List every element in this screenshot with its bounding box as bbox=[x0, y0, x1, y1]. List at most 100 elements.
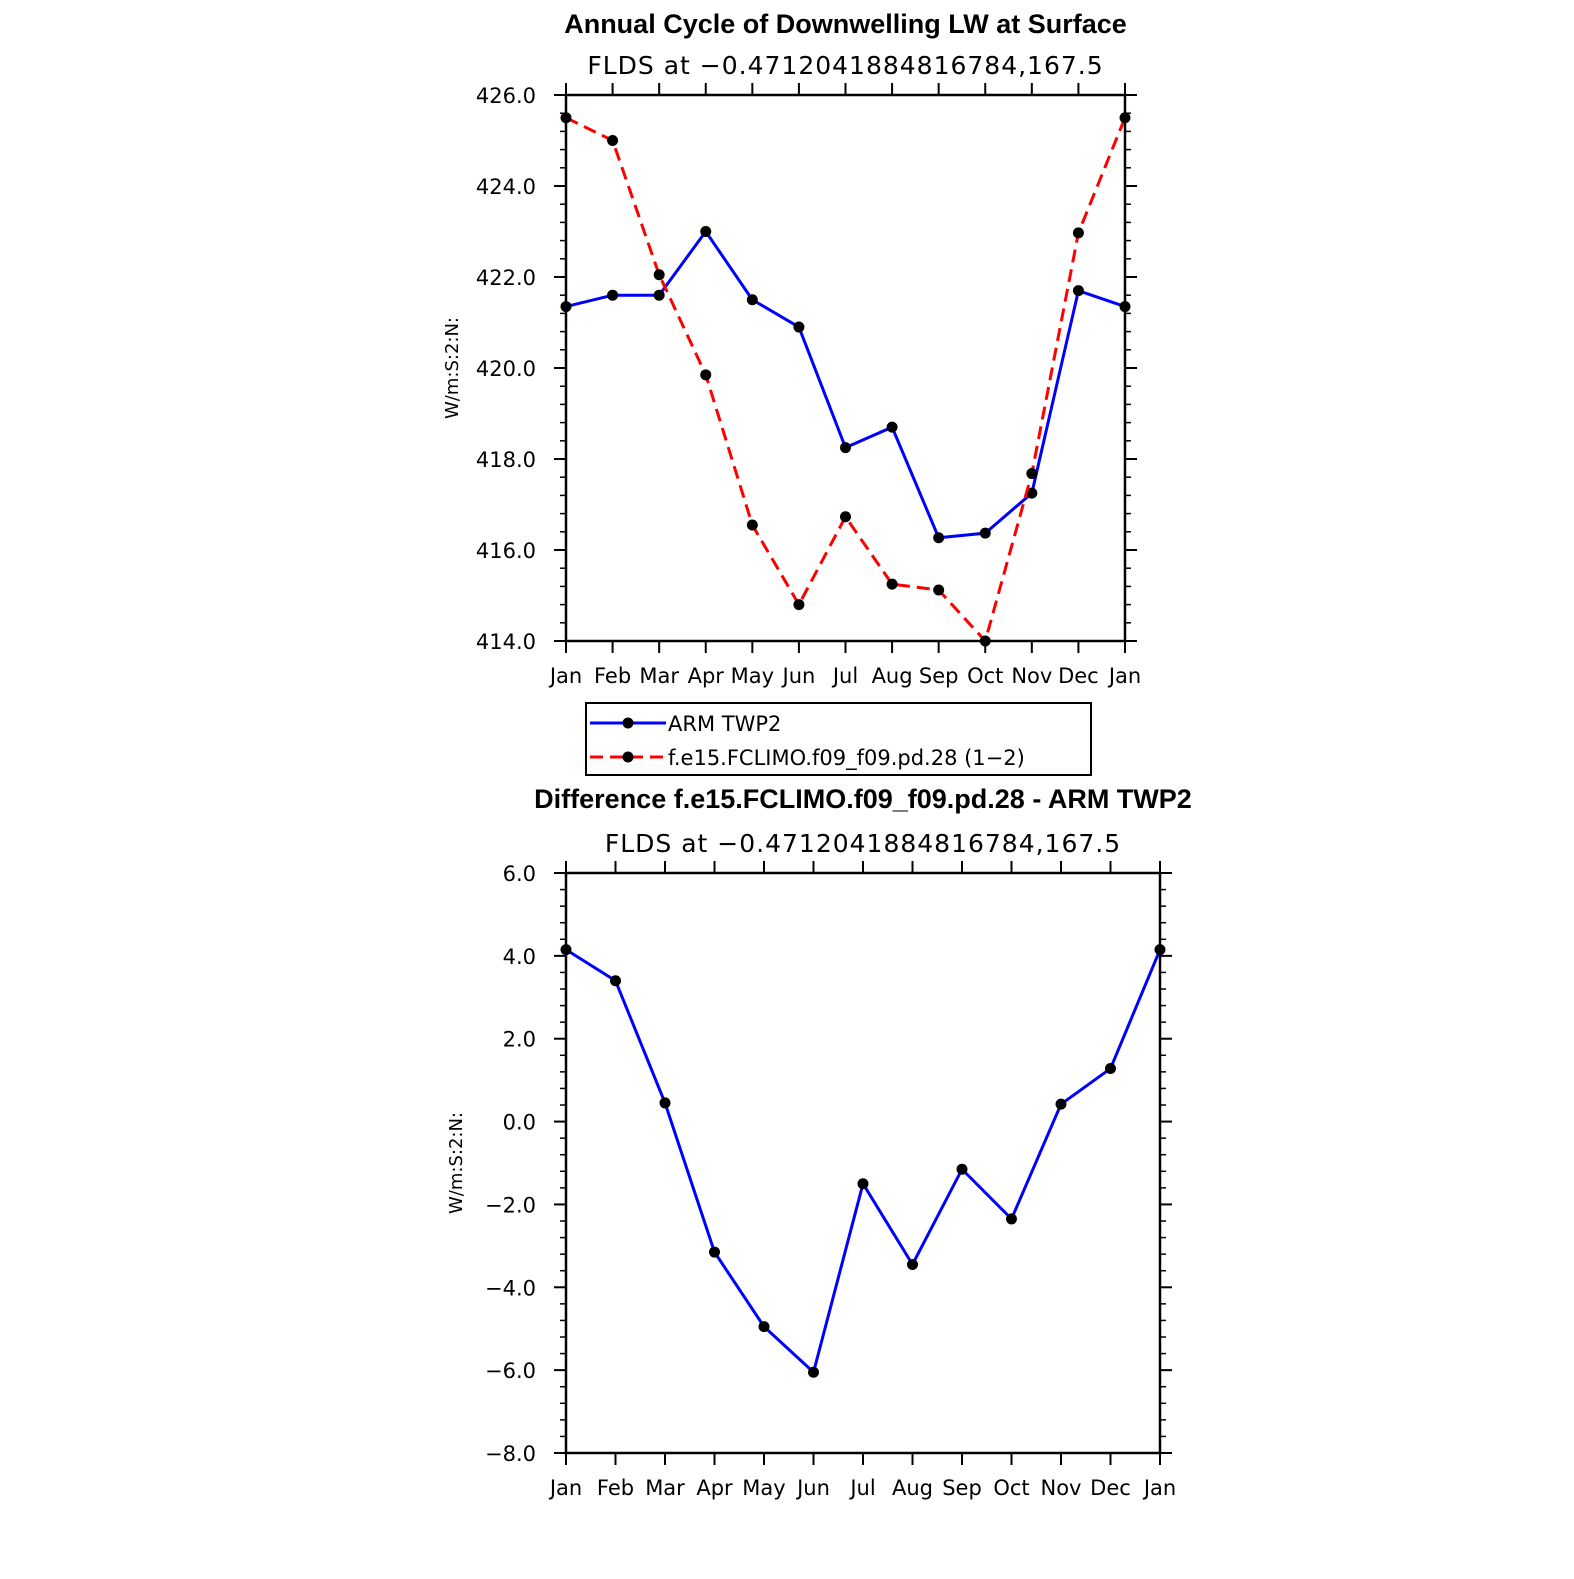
y-tick-label: 0.0 bbox=[503, 1111, 536, 1135]
data-point bbox=[1119, 301, 1131, 313]
y-axis-label: W/m:S:2:N: bbox=[446, 1112, 467, 1214]
x-tick-label: Apr bbox=[688, 664, 725, 688]
data-point bbox=[758, 1321, 770, 1333]
y-tick-label: 4.0 bbox=[503, 945, 536, 969]
x-tick-label: Sep bbox=[919, 664, 959, 688]
data-point bbox=[979, 527, 991, 539]
data-point bbox=[700, 369, 712, 381]
chart-2: Difference f.e15.FCLIMO.f09_f09.pd.28 - … bbox=[446, 784, 1192, 1500]
y-tick-label: −4.0 bbox=[485, 1276, 536, 1300]
data-point bbox=[607, 135, 619, 146]
data-point bbox=[607, 289, 619, 301]
data-point bbox=[1072, 285, 1084, 297]
x-tick-label: Jan bbox=[1107, 664, 1141, 688]
data-point bbox=[709, 1246, 720, 1258]
y-tick-label: 6.0 bbox=[503, 862, 536, 886]
y-tick-label: −6.0 bbox=[485, 1359, 536, 1383]
data-point bbox=[857, 1178, 869, 1190]
y-tick-label: 418.0 bbox=[476, 448, 536, 472]
series-line-2 bbox=[565, 116, 1127, 645]
legend-marker bbox=[622, 751, 634, 763]
data-point bbox=[1154, 944, 1166, 956]
x-tick-label: Aug bbox=[892, 1476, 933, 1500]
y-tick-label: 422.0 bbox=[476, 266, 536, 290]
y-tick-label: −8.0 bbox=[485, 1442, 536, 1466]
x-tick-label: Jan bbox=[548, 664, 582, 688]
data-point bbox=[746, 294, 758, 306]
data-point bbox=[746, 519, 758, 531]
series-line-1 bbox=[565, 228, 1126, 540]
data-point bbox=[653, 289, 665, 301]
legend-box bbox=[585, 702, 1092, 776]
data-point bbox=[979, 635, 991, 647]
legend-entry-2: f.e15.FCLIMO.f09_f09.pd.28 (1−2) bbox=[668, 746, 1025, 771]
data-point bbox=[1026, 468, 1038, 480]
x-tick-label: May bbox=[742, 1476, 785, 1500]
legend-marker bbox=[622, 717, 634, 729]
y-tick-label: 426.0 bbox=[476, 84, 536, 108]
data-point bbox=[907, 1259, 918, 1270]
chart-subtitle: FLDS at −0.4712041884816784,167.5 bbox=[587, 51, 1103, 80]
data-point bbox=[560, 301, 572, 313]
x-tick-label: Oct bbox=[993, 1476, 1029, 1500]
y-tick-label: −2.0 bbox=[485, 1193, 536, 1217]
data-point bbox=[886, 421, 898, 433]
chart-1: Annual Cycle of Downwelling LW at Surfac… bbox=[442, 9, 1141, 776]
data-point bbox=[1006, 1213, 1017, 1225]
data-point bbox=[840, 511, 851, 523]
data-point bbox=[659, 1097, 671, 1109]
x-tick-label: Jul bbox=[831, 664, 858, 688]
x-tick-label: Feb bbox=[597, 1476, 634, 1500]
data-point bbox=[560, 944, 572, 956]
data-point bbox=[1105, 1063, 1116, 1075]
data-point bbox=[1119, 112, 1131, 124]
plot-frame bbox=[564, 871, 1162, 1455]
y-tick-label: 424.0 bbox=[476, 175, 536, 199]
x-tick-label: Mar bbox=[645, 1476, 685, 1500]
x-tick-label: Jan bbox=[1142, 1476, 1176, 1500]
y-tick-label: 2.0 bbox=[503, 1028, 536, 1052]
x-tick-label: Nov bbox=[1011, 664, 1052, 688]
x-tick-label: Aug bbox=[872, 664, 913, 688]
chart-title: Difference f.e15.FCLIMO.f09_f09.pd.28 - … bbox=[534, 784, 1192, 814]
data-point bbox=[808, 1366, 819, 1378]
x-tick-label: Nov bbox=[1041, 1476, 1082, 1500]
x-tick-label: Mar bbox=[639, 664, 679, 688]
x-tick-label: Feb bbox=[594, 664, 631, 688]
x-tick-label: Apr bbox=[696, 1476, 733, 1500]
legend-entry-1: ARM TWP2 bbox=[668, 712, 781, 736]
plot-frame bbox=[564, 93, 1127, 643]
data-point bbox=[610, 975, 621, 987]
x-tick-label: May bbox=[731, 664, 774, 688]
data-point bbox=[840, 442, 851, 454]
x-tick-label: Jul bbox=[848, 1476, 875, 1500]
x-tick-label: Sep bbox=[942, 1476, 982, 1500]
data-point bbox=[886, 578, 898, 590]
data-point bbox=[1072, 227, 1084, 239]
x-tick-label: Jan bbox=[548, 1476, 582, 1500]
chart-subtitle: FLDS at −0.4712041884816784,167.5 bbox=[605, 829, 1121, 858]
x-tick-label: Oct bbox=[967, 664, 1003, 688]
data-point bbox=[1026, 487, 1038, 499]
data-point bbox=[1055, 1098, 1067, 1110]
series-line-1 bbox=[565, 948, 1162, 1376]
chart-title: Annual Cycle of Downwelling LW at Surfac… bbox=[564, 9, 1127, 39]
data-point bbox=[793, 599, 805, 611]
data-point bbox=[653, 269, 665, 281]
y-tick-label: 414.0 bbox=[476, 630, 536, 654]
y-tick-label: 416.0 bbox=[476, 539, 536, 563]
y-tick-label: 420.0 bbox=[476, 357, 536, 381]
data-point bbox=[700, 226, 712, 237]
data-point bbox=[560, 112, 572, 124]
data-point bbox=[933, 584, 945, 596]
y-axis-label: W/m:S:2:N: bbox=[442, 317, 463, 419]
x-tick-label: Jun bbox=[781, 664, 816, 688]
data-point bbox=[956, 1163, 968, 1175]
x-tick-label: Dec bbox=[1058, 664, 1099, 688]
data-point bbox=[933, 532, 945, 544]
x-tick-label: Jun bbox=[795, 1476, 830, 1500]
data-point bbox=[793, 321, 805, 333]
x-tick-label: Dec bbox=[1090, 1476, 1131, 1500]
